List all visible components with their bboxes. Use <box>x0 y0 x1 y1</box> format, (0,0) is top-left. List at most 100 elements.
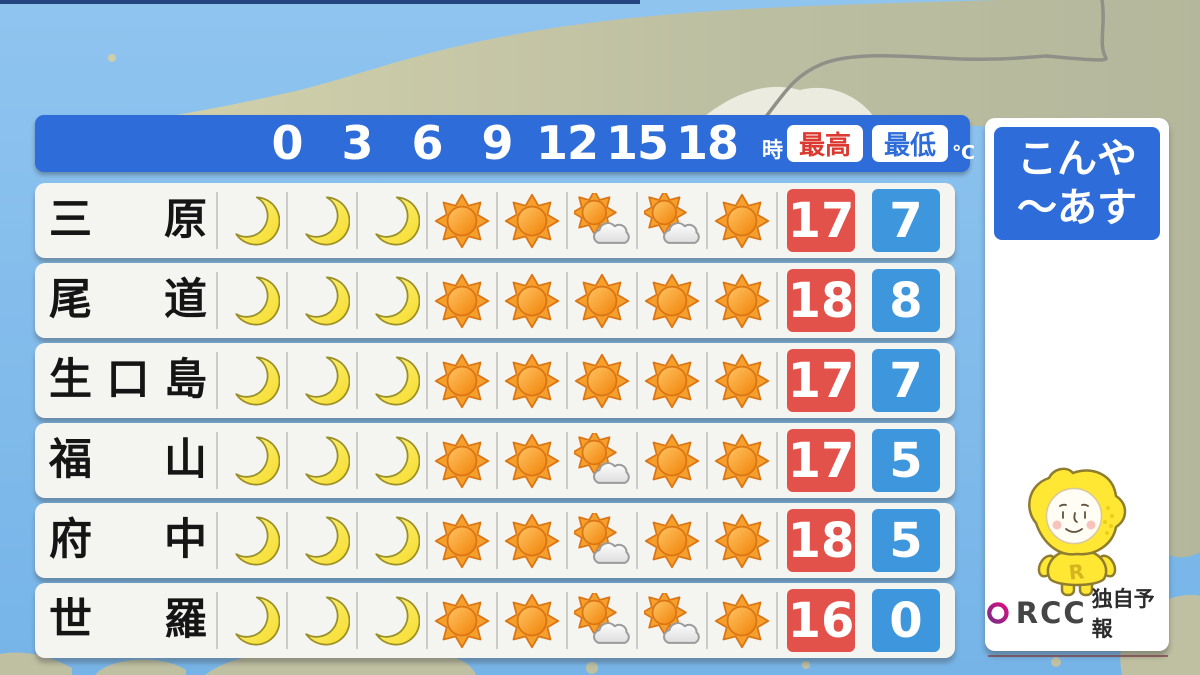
low-temp: 0 <box>872 589 940 652</box>
sun-icon <box>496 423 567 498</box>
divider <box>776 592 778 649</box>
city-name-char: 口 <box>106 355 150 405</box>
moon-icon <box>356 263 427 338</box>
low-temp: 5 <box>872 509 940 572</box>
forecast-table: 三原 <box>35 183 955 663</box>
low-temp: 7 <box>872 189 940 252</box>
sun-icon <box>706 183 777 258</box>
city-name-char: 道 <box>164 275 207 325</box>
sun-icon <box>566 263 637 338</box>
temp-unit-label: ℃ <box>952 142 976 164</box>
divider <box>776 352 778 409</box>
landmass <box>120 0 1200 558</box>
small-island <box>108 54 116 62</box>
sun-icon <box>636 343 707 418</box>
city-name-char: 福 <box>49 435 92 485</box>
northern-coastline <box>0 0 640 4</box>
prefecture-borders <box>763 0 1108 120</box>
sun-icon <box>706 263 777 338</box>
sun-icon <box>636 263 707 338</box>
period-box: こんや ～あす <box>994 127 1160 240</box>
hour-label: 3 <box>341 115 373 170</box>
moon-icon <box>216 263 287 338</box>
sun-icon <box>496 183 567 258</box>
sun-icon <box>426 503 497 578</box>
high-temp: 16 <box>787 589 855 652</box>
moon-icon <box>286 583 357 658</box>
forecast-row: 世羅 <box>35 583 955 658</box>
city-name-char: 生 <box>49 355 92 405</box>
sun-cloud-icon <box>636 183 707 258</box>
sun-icon <box>636 423 707 498</box>
mascot-face-features <box>1059 503 1089 533</box>
logo-text: RCC <box>1015 596 1087 630</box>
city-name: 福山 <box>49 423 207 498</box>
sun-icon <box>426 183 497 258</box>
hour-label: 6 <box>411 115 443 170</box>
period-line2: ～あす <box>1017 184 1137 231</box>
moon-icon <box>356 583 427 658</box>
city-name: 三原 <box>49 183 207 258</box>
sun-icon <box>426 263 497 338</box>
hour-label: 12 <box>535 115 599 170</box>
sun-icon <box>496 583 567 658</box>
city-name: 世羅 <box>49 583 207 658</box>
sun-cloud-icon <box>566 503 637 578</box>
divider <box>776 272 778 329</box>
broadcaster-logo: RCC 独自予報 <box>985 583 1169 643</box>
low-temp: 8 <box>872 269 940 332</box>
high-temp: 17 <box>787 189 855 252</box>
icon-cells <box>35 503 955 578</box>
forecast-row: 生口島 <box>35 343 955 418</box>
sun-icon <box>426 583 497 658</box>
hour-label: 0 <box>271 115 303 170</box>
moon-icon <box>286 503 357 578</box>
side-panel: こんや ～あす <box>985 118 1169 651</box>
hour-unit-label: 時 <box>762 138 783 162</box>
forecast-row: 尾道 <box>35 263 955 338</box>
high-temp: 17 <box>787 429 855 492</box>
city-name: 府中 <box>49 503 207 578</box>
low-temp: 5 <box>872 429 940 492</box>
sun-icon <box>426 423 497 498</box>
moon-icon <box>286 263 357 338</box>
icon-cells <box>35 583 955 658</box>
city-name-char: 島 <box>164 355 207 405</box>
high-temp-label: 最高 <box>787 125 863 162</box>
moon-icon <box>216 503 287 578</box>
sun-icon <box>496 343 567 418</box>
city-name-char: 原 <box>164 195 207 245</box>
logo-label: 独自予報 <box>1091 587 1155 641</box>
sun-icon <box>636 503 707 578</box>
hour-label: 15 <box>605 115 669 170</box>
low-temp-label: 最低 <box>872 125 948 162</box>
sun-icon <box>706 423 777 498</box>
lemon-mascot: R <box>1028 467 1127 597</box>
forecast-row: 福山 <box>35 423 955 498</box>
moon-icon <box>356 503 427 578</box>
city-name: 尾道 <box>49 263 207 338</box>
forecast-row: 府中 <box>35 503 955 578</box>
sun-icon <box>496 503 567 578</box>
sun-cloud-icon <box>566 183 637 258</box>
city-name: 生口島 <box>49 343 207 418</box>
moon-icon <box>286 343 357 418</box>
high-temp: 18 <box>787 269 855 332</box>
sun-icon <box>706 343 777 418</box>
sun-cloud-icon <box>566 423 637 498</box>
sun-icon <box>426 343 497 418</box>
divider <box>776 512 778 569</box>
hour-label: 9 <box>481 115 513 170</box>
moon-icon <box>286 183 357 258</box>
rcc-ring-icon <box>987 602 1009 624</box>
moon-icon <box>216 343 287 418</box>
city-name-char: 三 <box>49 195 92 245</box>
icon-cells <box>35 423 955 498</box>
city-name-char: 中 <box>164 515 207 565</box>
moon-icon <box>356 343 427 418</box>
period-line1: こんや <box>1017 135 1137 182</box>
sun-cloud-icon <box>566 583 637 658</box>
timeline-header: 0 3 6 9 12 15 18 時 最高 最低 ℃ <box>35 115 975 172</box>
forecast-row: 三原 <box>35 183 955 258</box>
